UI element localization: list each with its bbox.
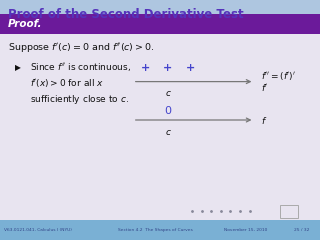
Bar — [0, 14, 320, 34]
Text: November 15, 2010: November 15, 2010 — [224, 228, 268, 232]
Text: $\blacktriangleright$: $\blacktriangleright$ — [13, 62, 22, 73]
Bar — [0, 0, 320, 30]
Text: +: + — [164, 63, 172, 73]
Text: V63.0121.041, Calculus I (NYU): V63.0121.041, Calculus I (NYU) — [4, 228, 72, 232]
Text: $f'(x) > 0$ for all $x$: $f'(x) > 0$ for all $x$ — [30, 77, 104, 89]
Text: $0$: $0$ — [164, 104, 172, 116]
Text: $c$: $c$ — [164, 128, 172, 137]
Text: Proof.: Proof. — [8, 19, 43, 29]
Text: +: + — [186, 63, 195, 73]
Text: $f'' = (f')'$: $f'' = (f')'$ — [261, 70, 296, 82]
Text: sufficiently close to $c$.: sufficiently close to $c$. — [30, 93, 129, 106]
Text: Since $f''$ is continuous,: Since $f''$ is continuous, — [30, 61, 132, 73]
Text: Section 4.2  The Shapes of Curves: Section 4.2 The Shapes of Curves — [118, 228, 193, 232]
Bar — [0, 220, 320, 240]
Text: 25 / 32: 25 / 32 — [294, 228, 310, 232]
Text: $c$: $c$ — [164, 89, 172, 98]
Text: $f$: $f$ — [261, 114, 267, 126]
Bar — [280, 205, 298, 218]
Text: Proof of the Second Derivative Test: Proof of the Second Derivative Test — [8, 8, 244, 22]
Text: $f'$: $f'$ — [261, 82, 268, 93]
Text: +: + — [141, 63, 150, 73]
Text: Suppose $f'(c) = 0$ and $f''(c) > 0$.: Suppose $f'(c) = 0$ and $f''(c) > 0$. — [8, 42, 154, 54]
